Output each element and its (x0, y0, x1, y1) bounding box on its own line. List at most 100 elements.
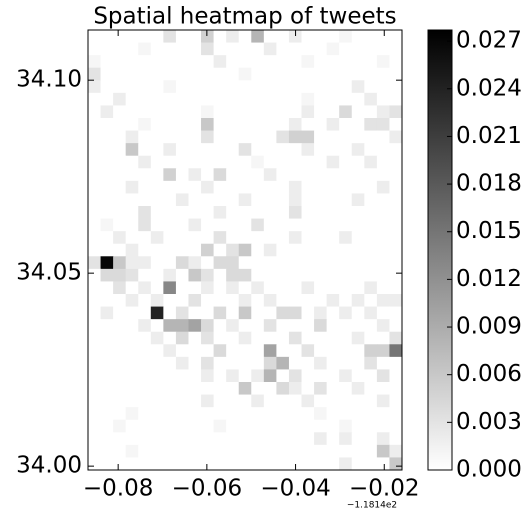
heatmap-cell (314, 382, 328, 396)
heatmap-cell (301, 105, 315, 119)
heatmap-cell (213, 369, 227, 383)
heatmap-cell (238, 306, 252, 320)
heatmap-cell (238, 30, 252, 44)
heatmap-cell (326, 356, 340, 370)
heatmap-cell (138, 256, 152, 270)
heatmap-cell (326, 92, 340, 106)
heatmap-cell (213, 294, 227, 308)
heatmap-cell (314, 168, 328, 182)
heatmap-cell (364, 419, 378, 433)
heatmap-cell (175, 369, 189, 383)
heatmap-cell (314, 268, 328, 282)
heatmap-cell (314, 206, 328, 220)
heatmap-cell (314, 444, 328, 458)
heatmap-cell (376, 55, 390, 69)
heatmap-cell (376, 419, 390, 433)
colorbar-tick-label: 0.021 (456, 123, 522, 149)
heatmap-cell (188, 30, 202, 44)
heatmap-cell (263, 180, 277, 194)
heatmap-cell (100, 180, 114, 194)
heatmap-cell (213, 356, 227, 370)
heatmap-cell (88, 55, 102, 69)
heatmap-cell (376, 193, 390, 207)
y-tick-label: 34.00 (16, 453, 82, 479)
heatmap-cell (389, 218, 403, 232)
heatmap-cell (238, 206, 252, 220)
heatmap-cell (138, 331, 152, 345)
heatmap-cell (351, 92, 365, 106)
heatmap-cell (351, 419, 365, 433)
heatmap-cell (301, 256, 315, 270)
heatmap-cell (163, 319, 177, 333)
heatmap-cell (326, 218, 340, 232)
heatmap-cell (314, 457, 328, 471)
heatmap-cell (125, 30, 139, 44)
heatmap-cell (150, 143, 164, 157)
heatmap-cell (301, 155, 315, 169)
heatmap-cell (226, 319, 240, 333)
heatmap-cell (314, 92, 328, 106)
heatmap-cell (314, 193, 328, 207)
heatmap-cell (88, 92, 102, 106)
heatmap-cell (100, 382, 114, 396)
heatmap-cell (389, 80, 403, 94)
heatmap-cell (339, 42, 353, 56)
heatmap-cell (113, 281, 127, 295)
heatmap-cell (251, 206, 265, 220)
heatmap-cell (150, 382, 164, 396)
heatmap-cell (163, 80, 177, 94)
heatmap-cell (100, 42, 114, 56)
heatmap-cell (301, 130, 315, 144)
heatmap-cell (263, 268, 277, 282)
heatmap-cell (251, 118, 265, 132)
heatmap-cell (389, 444, 403, 458)
heatmap-cell (138, 42, 152, 56)
heatmap-cell (376, 231, 390, 245)
heatmap-cell (326, 80, 340, 94)
heatmap-cell (288, 180, 303, 194)
heatmap-cell (314, 118, 328, 132)
heatmap-cell (351, 294, 365, 308)
heatmap-cell (226, 206, 240, 220)
heatmap-cell (163, 432, 177, 446)
heatmap-cell (100, 67, 114, 81)
heatmap-cell (213, 30, 227, 44)
heatmap-cell (288, 432, 303, 446)
heatmap-cell (138, 419, 152, 433)
heatmap-cell (364, 382, 378, 396)
heatmap-cell (113, 382, 127, 396)
heatmap-cell (138, 67, 152, 81)
heatmap-cell (201, 268, 215, 282)
heatmap-cell (276, 394, 290, 408)
heatmap-cell (376, 394, 390, 408)
heatmap-cell (238, 344, 252, 358)
heatmap-cell (188, 206, 202, 220)
heatmap-cell (113, 180, 127, 194)
heatmap-cell (351, 218, 365, 232)
heatmap-cell (339, 118, 353, 132)
heatmap-cell (288, 419, 303, 433)
heatmap-cell (125, 67, 139, 81)
heatmap-cell (188, 419, 202, 433)
heatmap-cell (213, 155, 227, 169)
heatmap-cell (376, 42, 390, 56)
heatmap-cell (213, 168, 227, 182)
heatmap-cell (138, 432, 152, 446)
heatmap-cell (339, 130, 353, 144)
heatmap-cell (351, 243, 365, 257)
heatmap-cell (314, 344, 328, 358)
heatmap-cell (150, 419, 164, 433)
colorbar-tick-label: 0.003 (456, 409, 522, 435)
heatmap-cell (301, 356, 315, 370)
heatmap-cell (188, 231, 202, 245)
heatmap-cell (238, 118, 252, 132)
heatmap-cell (263, 281, 277, 295)
heatmap-cell (339, 369, 353, 383)
heatmap-cell (263, 231, 277, 245)
heatmap-cell (213, 419, 227, 433)
colorbar-tick-label: 0.012 (456, 266, 522, 292)
heatmap-cell (226, 55, 240, 69)
heatmap-cell (88, 218, 102, 232)
heatmap-cell (288, 92, 303, 106)
heatmap-cell (251, 130, 265, 144)
